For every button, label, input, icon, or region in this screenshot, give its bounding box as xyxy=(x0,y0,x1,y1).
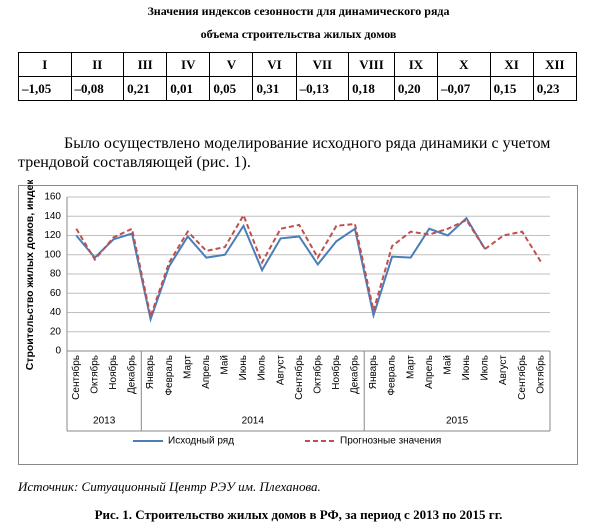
y-tick-label: 140 xyxy=(44,211,61,222)
header-cell: XI xyxy=(489,52,534,77)
seasonality-table: I II III IV V VI VII VIII IX X XI XII –1,05 –0,08 0,2… xyxy=(18,52,578,101)
table-header: I II III IV V VI VII VIII IX X XI XII xyxy=(18,52,578,77)
legend-label: Исходный ряд xyxy=(168,436,234,447)
x-tick-label: Октябрь xyxy=(534,355,546,394)
table-cell: 0,20 xyxy=(393,76,439,101)
series-line xyxy=(75,216,486,323)
y-tick-label: 100 xyxy=(44,249,61,260)
x-tick-label: Март xyxy=(182,355,193,379)
header-cell: XII xyxy=(532,52,578,77)
x-tick-label: Апрель xyxy=(424,355,435,389)
header-cell: X xyxy=(437,52,491,77)
group-label: 2015 xyxy=(446,416,469,427)
y-tick-label: 60 xyxy=(50,288,62,299)
table-cell: –0,13 xyxy=(295,76,350,101)
table-cell: 0,18 xyxy=(348,76,395,101)
y-axis-label: Строительство жилых домов, индекс xyxy=(24,180,36,370)
table-cell: 0,21 xyxy=(123,76,168,101)
table-cell: 0,31 xyxy=(252,76,297,101)
chart-border xyxy=(18,185,578,465)
y-tick-label: 80 xyxy=(50,269,62,280)
x-tick-label: Июль xyxy=(257,355,268,381)
table-cell: –0,08 xyxy=(70,76,125,101)
table-row: –1,05 –0,08 0,21 0,01 0,05 0,31 –0,13 0,18 0,20–… xyxy=(18,76,578,101)
header-cell: III xyxy=(123,52,168,77)
x-tick-label: Май xyxy=(442,355,453,375)
table-title: объема строительства жилых домов xyxy=(200,27,397,41)
x-tick-label: Июнь xyxy=(461,355,472,380)
table-cell: 0,15 xyxy=(489,76,534,101)
table-cell: –1,05 xyxy=(18,76,72,101)
y-tick-label: 120 xyxy=(44,230,61,241)
x-tick-label: Декабрь xyxy=(126,355,138,394)
x-tick-label: Декабрь xyxy=(349,355,361,394)
figure-caption: Рис. 1. Строительство жилых домов в РФ, … xyxy=(94,507,503,522)
table-cell: 0,23 xyxy=(532,76,578,101)
y-tick-label: 20 xyxy=(50,326,62,337)
x-tick-label: Июнь xyxy=(238,355,249,380)
x-tick-label: Октябрь xyxy=(89,355,101,394)
x-tick-label: Январь xyxy=(368,355,379,389)
x-tick-label: Апрель xyxy=(201,355,212,389)
x-tick-label: Август xyxy=(498,355,509,386)
y-tick-label: 40 xyxy=(50,307,62,318)
x-tick-label: Сентябрь xyxy=(516,355,528,400)
x-tick-label: Ноябрь xyxy=(330,355,342,390)
header-cell: VII xyxy=(295,52,350,77)
header-cell: IX xyxy=(393,52,439,77)
x-tick-label: Февраль xyxy=(387,355,398,396)
header-cell: IV xyxy=(166,52,211,77)
y-tick-label: 0 xyxy=(55,346,61,357)
paragraph: Было осуществлено моделирование исходног… xyxy=(18,135,551,171)
y-tick-label: 160 xyxy=(44,192,61,203)
table-cell: –0,07 xyxy=(437,76,491,101)
x-tick-label: Февраль xyxy=(164,355,175,396)
series-line xyxy=(75,213,542,321)
header-cell: I xyxy=(18,52,72,77)
legend-label: Прогнозные значения xyxy=(340,436,441,447)
table-title: Значения индексов сезонности для динамич… xyxy=(147,4,450,18)
x-tick-label: Ноябрь xyxy=(107,355,119,390)
x-tick-label: Сентябрь xyxy=(70,355,82,400)
x-tick-label: Январь xyxy=(145,355,156,389)
header-cell: VI xyxy=(252,52,297,77)
source: Источник: Ситуационный Центр РЭУ им. Пле… xyxy=(18,479,321,494)
table-body: –1,05 –0,08 0,21 0,01 0,05 0,31 –0,13 0,18 0,20–… xyxy=(18,76,578,101)
x-tick-label: Октябрь xyxy=(311,355,323,394)
x-tick-label: Март xyxy=(405,355,416,379)
header-cell: II xyxy=(70,52,125,77)
header-cell: V xyxy=(209,52,254,77)
group-label: 2014 xyxy=(242,416,265,427)
x-tick-label: Июль xyxy=(480,355,491,381)
table-cell: 0,05 xyxy=(209,76,254,101)
table-cell: 0,01 xyxy=(166,76,211,101)
x-tick-label: Сентябрь xyxy=(293,355,305,400)
chart: Строительство жилых домов, индекс 0 20 40 6… xyxy=(18,180,578,465)
group-label: 2013 xyxy=(93,416,116,427)
header-cell: VIII xyxy=(348,52,395,77)
x-tick-label: Август xyxy=(275,355,286,386)
x-tick-label: Май xyxy=(220,355,231,375)
